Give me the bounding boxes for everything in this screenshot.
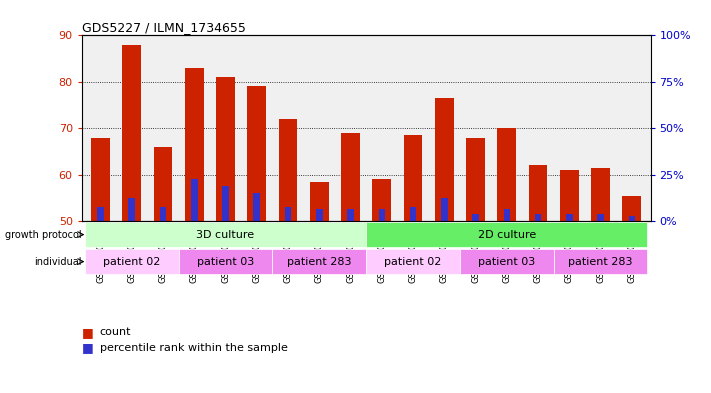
Bar <box>366 222 648 247</box>
Bar <box>410 207 417 221</box>
Bar <box>160 207 166 221</box>
Bar <box>498 128 516 221</box>
Bar <box>85 222 366 247</box>
Bar <box>154 147 172 221</box>
Bar <box>622 196 641 221</box>
Text: patient 02: patient 02 <box>385 257 442 266</box>
Bar <box>472 214 479 221</box>
Bar <box>560 170 579 221</box>
Bar <box>404 135 422 221</box>
Text: patient 02: patient 02 <box>103 257 161 266</box>
Text: individual: individual <box>35 257 82 266</box>
Text: ■: ■ <box>82 325 94 339</box>
Bar <box>529 165 547 221</box>
Bar <box>460 250 554 274</box>
Bar <box>341 133 360 221</box>
Bar <box>310 182 328 221</box>
Text: patient 283: patient 283 <box>568 257 633 266</box>
Bar <box>85 250 178 274</box>
Bar <box>373 179 391 221</box>
Bar <box>347 209 354 221</box>
Text: 2D culture: 2D culture <box>478 230 536 240</box>
Bar <box>566 214 572 221</box>
Bar <box>185 68 203 221</box>
Bar <box>629 217 635 221</box>
Bar <box>591 168 610 221</box>
Bar <box>503 209 510 221</box>
Bar <box>122 45 141 221</box>
Bar <box>279 119 297 221</box>
Bar <box>316 209 323 221</box>
Text: GDS5227 / ILMN_1734655: GDS5227 / ILMN_1734655 <box>82 21 245 34</box>
Bar <box>597 214 604 221</box>
Bar <box>191 179 198 221</box>
Bar <box>554 250 648 274</box>
Bar <box>254 193 260 221</box>
Text: ■: ■ <box>82 341 94 354</box>
Text: count: count <box>100 327 131 337</box>
Text: patient 03: patient 03 <box>479 257 535 266</box>
Bar <box>178 250 272 274</box>
Bar <box>223 186 229 221</box>
Text: patient 03: patient 03 <box>197 257 254 266</box>
Bar <box>441 198 448 221</box>
Bar <box>466 138 485 221</box>
Text: growth protocol: growth protocol <box>6 230 82 240</box>
Bar <box>378 209 385 221</box>
Bar <box>247 86 266 221</box>
Bar <box>216 77 235 221</box>
Bar <box>129 198 135 221</box>
Text: patient 283: patient 283 <box>287 257 351 266</box>
Text: percentile rank within the sample: percentile rank within the sample <box>100 343 287 353</box>
Bar <box>435 98 454 221</box>
Bar <box>535 214 541 221</box>
Bar <box>91 138 110 221</box>
Bar <box>97 207 104 221</box>
Bar <box>366 250 460 274</box>
Bar <box>284 207 292 221</box>
Bar <box>272 250 366 274</box>
Text: 3D culture: 3D culture <box>196 230 255 240</box>
